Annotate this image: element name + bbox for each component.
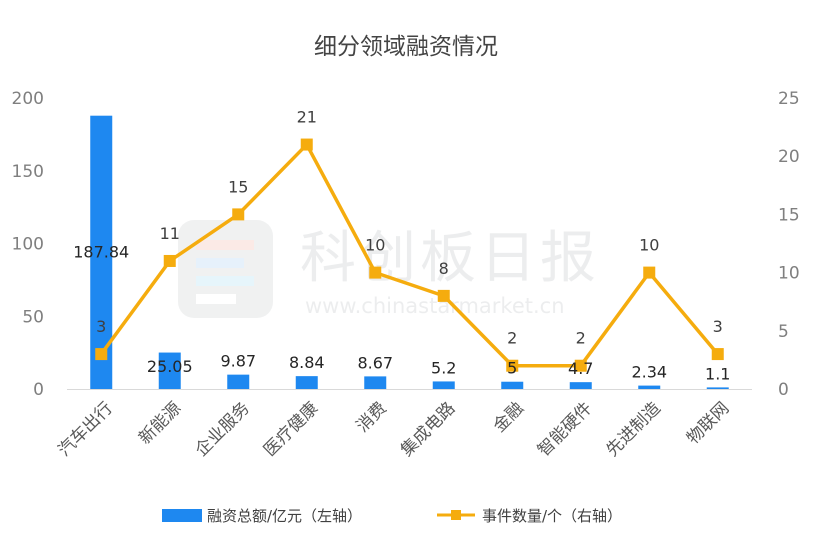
y-right-tick-label: 25 xyxy=(778,89,800,109)
x-tick-label: 物联网 xyxy=(683,398,733,448)
bar-data-label: 8.67 xyxy=(357,353,393,372)
line-data-label: 11 xyxy=(160,224,180,243)
line-marker xyxy=(506,359,519,372)
bar xyxy=(432,381,455,389)
bar-data-label: 9.87 xyxy=(220,352,256,371)
bar xyxy=(706,387,729,389)
line-marker xyxy=(163,254,176,267)
x-tick-label: 智能硬件 xyxy=(534,398,596,460)
watermark-name: 科创板日报 xyxy=(300,226,600,291)
legend-label-line: 事件数量/个（右轴） xyxy=(482,507,622,525)
x-tick-label: 新能源 xyxy=(135,398,185,448)
line-marker xyxy=(232,208,245,221)
legend-swatch-marker xyxy=(451,510,461,520)
legend-swatch-bar xyxy=(162,509,202,522)
x-tick-label: 企业服务 xyxy=(192,398,254,460)
watermark: 科创板日报 www.chinastarmarket.cn xyxy=(178,220,600,318)
line-marker xyxy=(643,266,656,279)
line-marker xyxy=(711,348,724,361)
line-data-label: 10 xyxy=(639,236,659,255)
y-left-tick-label: 100 xyxy=(12,235,44,255)
y-right-tick-label: 5 xyxy=(778,322,789,342)
line-data-label: 10 xyxy=(365,236,385,255)
line-marker xyxy=(95,348,108,361)
y-left-tick-label: 50 xyxy=(22,307,44,327)
line-marker xyxy=(437,289,450,302)
bar-data-label: 5.2 xyxy=(431,358,456,377)
line-data-label: 3 xyxy=(96,317,106,336)
x-tick-label: 金融 xyxy=(490,398,528,436)
bar xyxy=(501,381,524,389)
bar xyxy=(638,385,661,389)
bar-data-label: 5 xyxy=(507,359,517,378)
bar xyxy=(158,352,181,389)
line-marker xyxy=(369,266,382,279)
y-right-tick-label: 20 xyxy=(778,147,800,167)
line-data-label: 15 xyxy=(228,177,248,196)
legend-label-bar: 融资总额/亿元（左轴） xyxy=(207,507,362,525)
watermark-url: www.chinastarmarket.cn xyxy=(305,294,565,318)
x-tick-label: 医疗健康 xyxy=(260,398,322,460)
legend: 融资总额/亿元（左轴） 事件数量/个（右轴） xyxy=(162,507,622,525)
line-marker xyxy=(574,359,587,372)
bar-data-label: 25.05 xyxy=(147,357,193,376)
line-data-label: 21 xyxy=(297,108,317,127)
y-left-tick-label: 200 xyxy=(12,89,44,109)
x-tick-label: 汽车出行 xyxy=(55,398,117,460)
line-data-label: 3 xyxy=(713,317,723,336)
line-data-label: 8 xyxy=(439,259,449,278)
y-right-tick-label: 10 xyxy=(778,264,800,284)
bar xyxy=(295,376,318,389)
watermark-logo-bar xyxy=(196,294,236,304)
bar xyxy=(90,115,113,389)
bar-data-label: 2.34 xyxy=(631,363,667,382)
chart-title: 细分领域融资情况 xyxy=(314,34,498,60)
series-line xyxy=(99,142,720,368)
line-data-label: 2 xyxy=(507,329,517,348)
line-data-label: 2 xyxy=(576,329,586,348)
y-right-tick-label: 0 xyxy=(778,380,789,400)
x-tick-label: 消费 xyxy=(353,398,391,436)
bar xyxy=(227,374,250,389)
x-tick-label: 集成电路 xyxy=(397,398,459,460)
bar-data-label: 187.84 xyxy=(73,243,129,262)
x-tick-label: 先进制造 xyxy=(603,398,665,460)
bar xyxy=(364,376,387,389)
bar-data-label: 4.7 xyxy=(568,359,593,378)
y-left-tick-label: 0 xyxy=(33,380,44,400)
y-left-tick-label: 150 xyxy=(12,162,44,182)
y-right-tick-label: 15 xyxy=(778,205,800,225)
bar-data-label: 8.84 xyxy=(289,353,325,372)
bar xyxy=(569,382,592,389)
watermark-logo-bar xyxy=(196,240,254,250)
watermark-logo xyxy=(178,220,273,318)
line-marker xyxy=(300,138,313,151)
watermark-logo-bar xyxy=(196,276,254,286)
watermark-logo-bar xyxy=(196,258,244,268)
bar-data-label: 1.1 xyxy=(705,364,730,383)
